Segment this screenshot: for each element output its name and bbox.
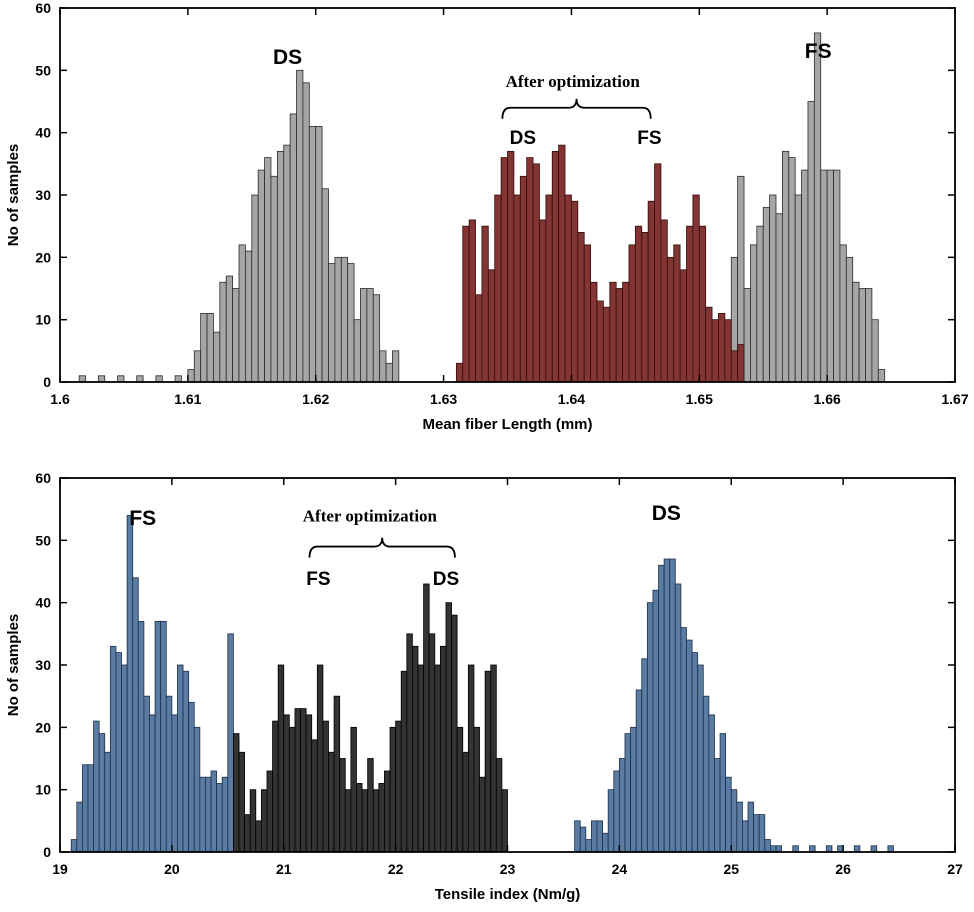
svg-text:21: 21 (276, 861, 292, 877)
svg-text:DS: DS (433, 569, 459, 590)
svg-text:DS: DS (273, 46, 302, 69)
svg-text:1.67: 1.67 (941, 391, 968, 407)
svg-text:27: 27 (947, 861, 963, 877)
svg-text:20: 20 (35, 249, 51, 265)
svg-text:1.66: 1.66 (814, 391, 841, 407)
svg-text:No of samples: No of samples (5, 614, 22, 717)
svg-text:50: 50 (35, 62, 51, 78)
svg-text:20: 20 (164, 861, 180, 877)
svg-text:30: 30 (35, 657, 51, 673)
fiber-length-histogram-panel: 1.6 1.61 1.62 1.63 1.64 1.65 1.66 1.67 0 10 20 30 40… (5, 0, 969, 433)
svg-text:FS: FS (805, 40, 832, 63)
svg-text:40: 40 (35, 125, 51, 141)
svg-text:26: 26 (835, 861, 851, 877)
svg-text:DS: DS (510, 128, 536, 149)
svg-text:0: 0 (43, 374, 51, 390)
svg-text:Tensile index (Nm/g): Tensile index (Nm/g) (435, 886, 581, 903)
tensile-index-histogram-panel: 19 20 21 22 23 24 25 26 27 0 10 20 30 40 50 60 Tensile i… (0, 456, 974, 912)
svg-text:1.6: 1.6 (50, 391, 70, 407)
fiber-length-chart: 1.6 1.61 1.62 1.63 1.64 1.65 1.66 1.67 0 10 20 30 40… (5, 0, 969, 433)
svg-text:1.61: 1.61 (174, 391, 201, 407)
svg-text:25: 25 (723, 861, 739, 877)
svg-text:After optimization: After optimization (303, 507, 438, 526)
svg-text:19: 19 (52, 861, 68, 877)
svg-text:1.65: 1.65 (686, 391, 713, 407)
svg-text:60: 60 (35, 0, 51, 16)
svg-text:FS: FS (129, 507, 156, 530)
svg-text:0: 0 (43, 844, 51, 860)
svg-text:FS: FS (306, 569, 330, 590)
svg-text:No of samples: No of samples (5, 144, 22, 247)
svg-text:23: 23 (500, 861, 516, 877)
svg-text:40: 40 (35, 595, 51, 611)
svg-text:60: 60 (35, 470, 51, 486)
svg-text:20: 20 (35, 719, 51, 735)
svg-text:1.63: 1.63 (430, 391, 457, 407)
svg-text:DS: DS (652, 502, 681, 525)
tensile-index-chart: 19 20 21 22 23 24 25 26 27 0 10 20 30 40 50 60 Tensile i… (0, 456, 974, 912)
svg-text:50: 50 (35, 532, 51, 548)
svg-text:10: 10 (35, 782, 51, 798)
svg-text:30: 30 (35, 187, 51, 203)
svg-text:24: 24 (612, 861, 628, 877)
svg-text:1.62: 1.62 (302, 391, 329, 407)
svg-text:FS: FS (637, 128, 661, 149)
svg-text:22: 22 (388, 861, 404, 877)
svg-text:After optimization: After optimization (506, 72, 641, 91)
svg-text:10: 10 (35, 312, 51, 328)
svg-text:1.64: 1.64 (558, 391, 585, 407)
svg-text:Mean fiber Length (mm): Mean fiber Length (mm) (422, 416, 592, 433)
